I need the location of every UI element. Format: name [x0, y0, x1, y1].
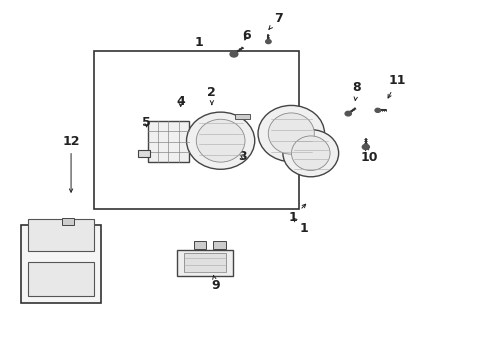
Ellipse shape: [268, 113, 314, 154]
Bar: [28, 262, 94, 296]
Text: 10: 10: [361, 147, 378, 165]
Text: 2: 2: [207, 86, 216, 104]
Bar: [28, 219, 94, 251]
Bar: [213, 241, 225, 249]
Bar: [194, 241, 206, 249]
Ellipse shape: [292, 136, 330, 171]
Bar: [177, 249, 233, 276]
Text: 1: 1: [195, 36, 203, 49]
Bar: [21, 225, 101, 303]
Bar: [94, 51, 298, 208]
Text: 4: 4: [176, 95, 185, 108]
Bar: [62, 218, 74, 225]
Bar: [184, 252, 225, 272]
Ellipse shape: [283, 130, 339, 177]
Bar: [138, 150, 150, 157]
Text: 1: 1: [294, 218, 308, 235]
Circle shape: [266, 40, 271, 44]
Text: 11: 11: [388, 74, 406, 98]
Circle shape: [345, 111, 351, 116]
Circle shape: [362, 144, 369, 149]
Text: 12: 12: [62, 135, 80, 192]
Ellipse shape: [196, 119, 245, 162]
Circle shape: [375, 108, 381, 112]
Ellipse shape: [187, 112, 255, 169]
Bar: [235, 114, 250, 119]
Text: 6: 6: [242, 29, 251, 42]
Ellipse shape: [258, 105, 324, 162]
Text: 7: 7: [269, 12, 283, 29]
Bar: [147, 121, 189, 162]
Text: 8: 8: [353, 81, 361, 100]
Text: 1: 1: [289, 204, 306, 224]
Circle shape: [230, 51, 238, 57]
Text: 9: 9: [212, 276, 220, 292]
Text: 5: 5: [142, 116, 151, 129]
Text: 3: 3: [238, 150, 247, 163]
